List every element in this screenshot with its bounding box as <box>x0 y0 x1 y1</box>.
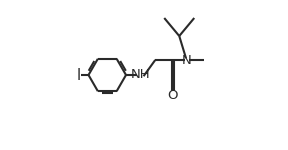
Text: N: N <box>182 54 192 66</box>
Text: O: O <box>168 89 178 102</box>
Text: I: I <box>77 68 81 82</box>
Text: NH: NH <box>130 69 150 81</box>
